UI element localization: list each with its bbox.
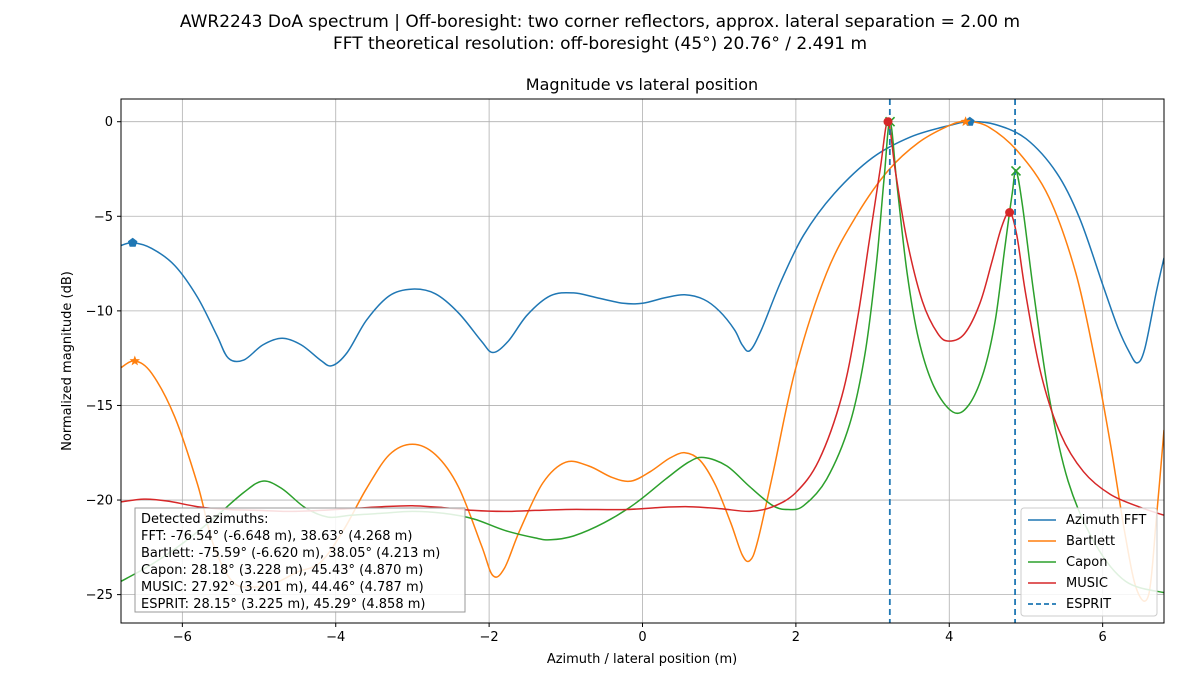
annotation-line-esprit: ESPRIT: 28.15° (3.225 m), 45.29° (4.858 … — [141, 597, 425, 612]
y-tick-label: 0 — [105, 115, 113, 130]
y-tick-label: −25 — [86, 588, 113, 603]
y-tick-label: −5 — [94, 210, 113, 225]
peak-marker-bartlett — [129, 355, 140, 366]
x-tick-label: −6 — [173, 630, 192, 645]
suptitle-line-1: AWR2243 DoA spectrum | Off-boresight: tw… — [180, 12, 1020, 32]
chart-title: Magnitude vs lateral position — [526, 75, 758, 94]
y-tick-label: −10 — [86, 304, 113, 319]
annotation-box-frame — [134, 507, 466, 613]
x-tick-label: 2 — [792, 630, 800, 645]
series-line-azimuth-fft — [121, 120, 1164, 367]
legend: Azimuth FFT Bartlett Capon MUSIC ESPRIT — [1020, 507, 1158, 617]
annotation-line-music: MUSIC: 27.92° (3.201 m), 44.46° (4.787 m… — [141, 580, 424, 595]
x-tick-label: 6 — [1099, 630, 1107, 645]
legend-label-music: MUSIC — [1066, 576, 1108, 591]
x-tick-label: 0 — [638, 630, 646, 645]
x-tick-label: 4 — [945, 630, 953, 645]
axis-ticks: −6 −4 −2 0 2 4 60−5−10−15−20−25 — [86, 115, 1107, 645]
grid-lines — [121, 99, 1164, 623]
peak-marker-music — [883, 117, 893, 127]
annotation-line-capon: Capon: 28.18° (3.228 m), 45.43° (4.870 m… — [141, 563, 423, 578]
annotation-line-bartlett: Bartlett: -75.59° (-6.620 m), 38.05° (4.… — [141, 546, 440, 561]
detected-azimuths-box: Detected azimuths: FFT: -76.54° (-6.648 … — [134, 507, 466, 613]
annotation-line-heading: Detected azimuths: — [141, 512, 269, 527]
peak-marker-capon — [1010, 165, 1022, 176]
x-tick-label: −2 — [480, 630, 499, 645]
peak-marker-bartlett — [960, 116, 971, 127]
legend-label-capon: Capon — [1066, 555, 1108, 570]
y-axis-label: Normalized magnitude (dB) — [60, 271, 75, 451]
peak-marker-music — [1005, 208, 1015, 218]
legend-label-fft: Azimuth FFT — [1066, 513, 1146, 528]
y-tick-label: −20 — [86, 494, 113, 509]
annotation-line-fft: FFT: -76.54° (-6.648 m), 38.63° (4.268 m… — [141, 529, 412, 544]
y-tick-label: −15 — [86, 399, 113, 414]
legend-frame — [1020, 507, 1158, 617]
peak-marker-azimuth-fft — [127, 237, 138, 247]
legend-label-bartlett: Bartlett — [1066, 534, 1115, 549]
x-tick-label: −4 — [326, 630, 345, 645]
suptitle-line-2: FFT theoretical resolution: off-boresigh… — [333, 34, 867, 54]
legend-label-esprit: ESPRIT — [1066, 597, 1111, 612]
x-axis-label: Azimuth / lateral position (m) — [547, 652, 737, 667]
